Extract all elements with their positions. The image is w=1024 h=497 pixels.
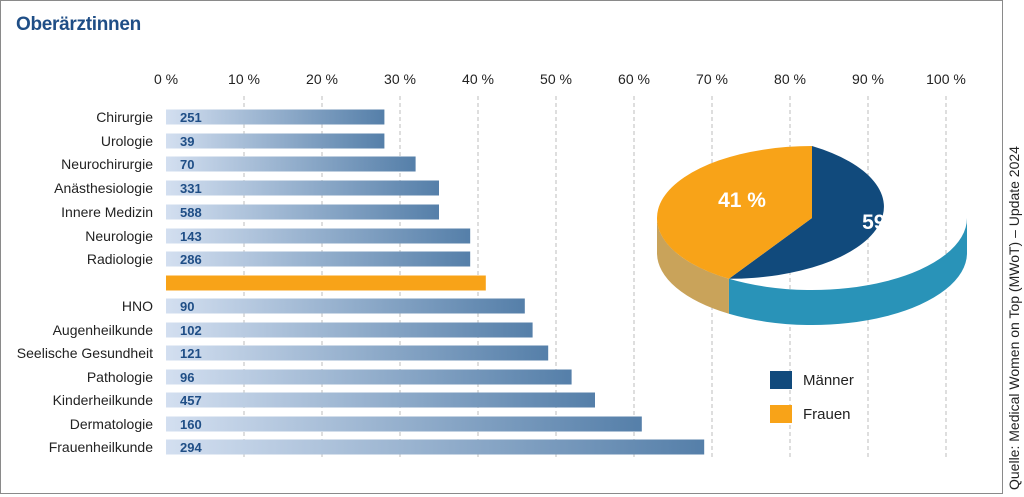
category-label: Chirurgie	[96, 109, 153, 125]
category-label: HNO	[122, 298, 153, 314]
category-label: Urologie	[101, 133, 153, 149]
bar	[166, 180, 439, 196]
pie-slice-maenner	[728, 146, 884, 279]
bar	[166, 439, 705, 455]
count-label: 286	[180, 252, 202, 267]
legend-label: Frauen	[803, 406, 851, 423]
chart-frame	[0, 0, 1003, 494]
category-label: Frauenheilkunde	[49, 439, 154, 455]
bar	[166, 298, 525, 314]
category-label: Anästhesiologie	[54, 180, 153, 196]
pie-side-maenner	[728, 218, 967, 325]
x-tick-label: 50 %	[540, 71, 572, 87]
bar-highlight	[166, 275, 486, 291]
count-label: 39	[180, 134, 194, 149]
bar	[166, 228, 471, 244]
count-label: 331	[180, 181, 202, 196]
category-label: Innere Medizin	[61, 204, 153, 220]
count-label: 588	[180, 205, 202, 220]
category-label: Radiologie	[87, 251, 153, 267]
x-tick-label: 60 %	[618, 71, 650, 87]
pie-chart: 59 % 41 %	[657, 146, 967, 325]
legend-label: Männer	[803, 372, 854, 389]
bar	[166, 345, 549, 361]
legend-swatch	[770, 405, 792, 423]
pie-slice-frauen	[657, 146, 812, 279]
bar	[166, 156, 416, 172]
x-tick-label: 40 %	[462, 71, 494, 87]
count-label: 121	[180, 346, 202, 361]
bar	[166, 204, 439, 220]
category-label: Seelische Gesundheit	[17, 345, 153, 361]
count-label: 160	[180, 417, 202, 432]
bar	[166, 416, 642, 432]
legend: Männer Frauen	[770, 371, 854, 423]
pie-label-maenner: 59 %	[862, 211, 910, 234]
count-label: 294	[180, 440, 202, 455]
x-tick-label: 0 %	[154, 71, 178, 87]
category-label: Pathologie	[87, 369, 153, 385]
count-label: 70	[180, 157, 194, 172]
category-label: Neurologie	[85, 228, 153, 244]
chart-title: Oberärztinnen	[16, 14, 141, 35]
x-tick-label: 10 %	[228, 71, 260, 87]
count-label: 457	[180, 393, 202, 408]
category-label: Kinderheilkunde	[53, 392, 154, 408]
category-label: Augenheilkunde	[53, 322, 154, 338]
bar	[166, 251, 471, 267]
category-label: Neurochirurgie	[61, 156, 153, 172]
count-label: 90	[180, 299, 194, 314]
x-tick-label: 90 %	[852, 71, 884, 87]
bar	[166, 392, 595, 408]
legend-swatch	[770, 371, 792, 389]
x-tick-label: 30 %	[384, 71, 416, 87]
bar	[166, 133, 385, 149]
x-tick-label: 70 %	[696, 71, 728, 87]
bar-series: Chirurgie 251 Urologie 39 Neurochirurgie 70 An…	[17, 109, 705, 455]
bar	[166, 109, 385, 125]
x-axis-ticks: 0 % 10 % 20 % 30 % 40 % 50 % 60 % 70 % 80 % 90 % 1…	[154, 71, 966, 87]
bar	[166, 322, 533, 338]
x-tick-label: 100 %	[926, 71, 966, 87]
count-label: 251	[180, 110, 202, 125]
pie-label-frauen: 41 %	[718, 189, 766, 212]
count-label: 96	[180, 370, 194, 385]
x-tick-label: 80 %	[774, 71, 806, 87]
count-label: 102	[180, 323, 202, 338]
pie-side-frauen	[657, 218, 729, 314]
x-tick-label: 20 %	[306, 71, 338, 87]
category-label: Dermatologie	[70, 416, 153, 432]
bar	[166, 369, 572, 385]
count-label: 143	[180, 229, 202, 244]
